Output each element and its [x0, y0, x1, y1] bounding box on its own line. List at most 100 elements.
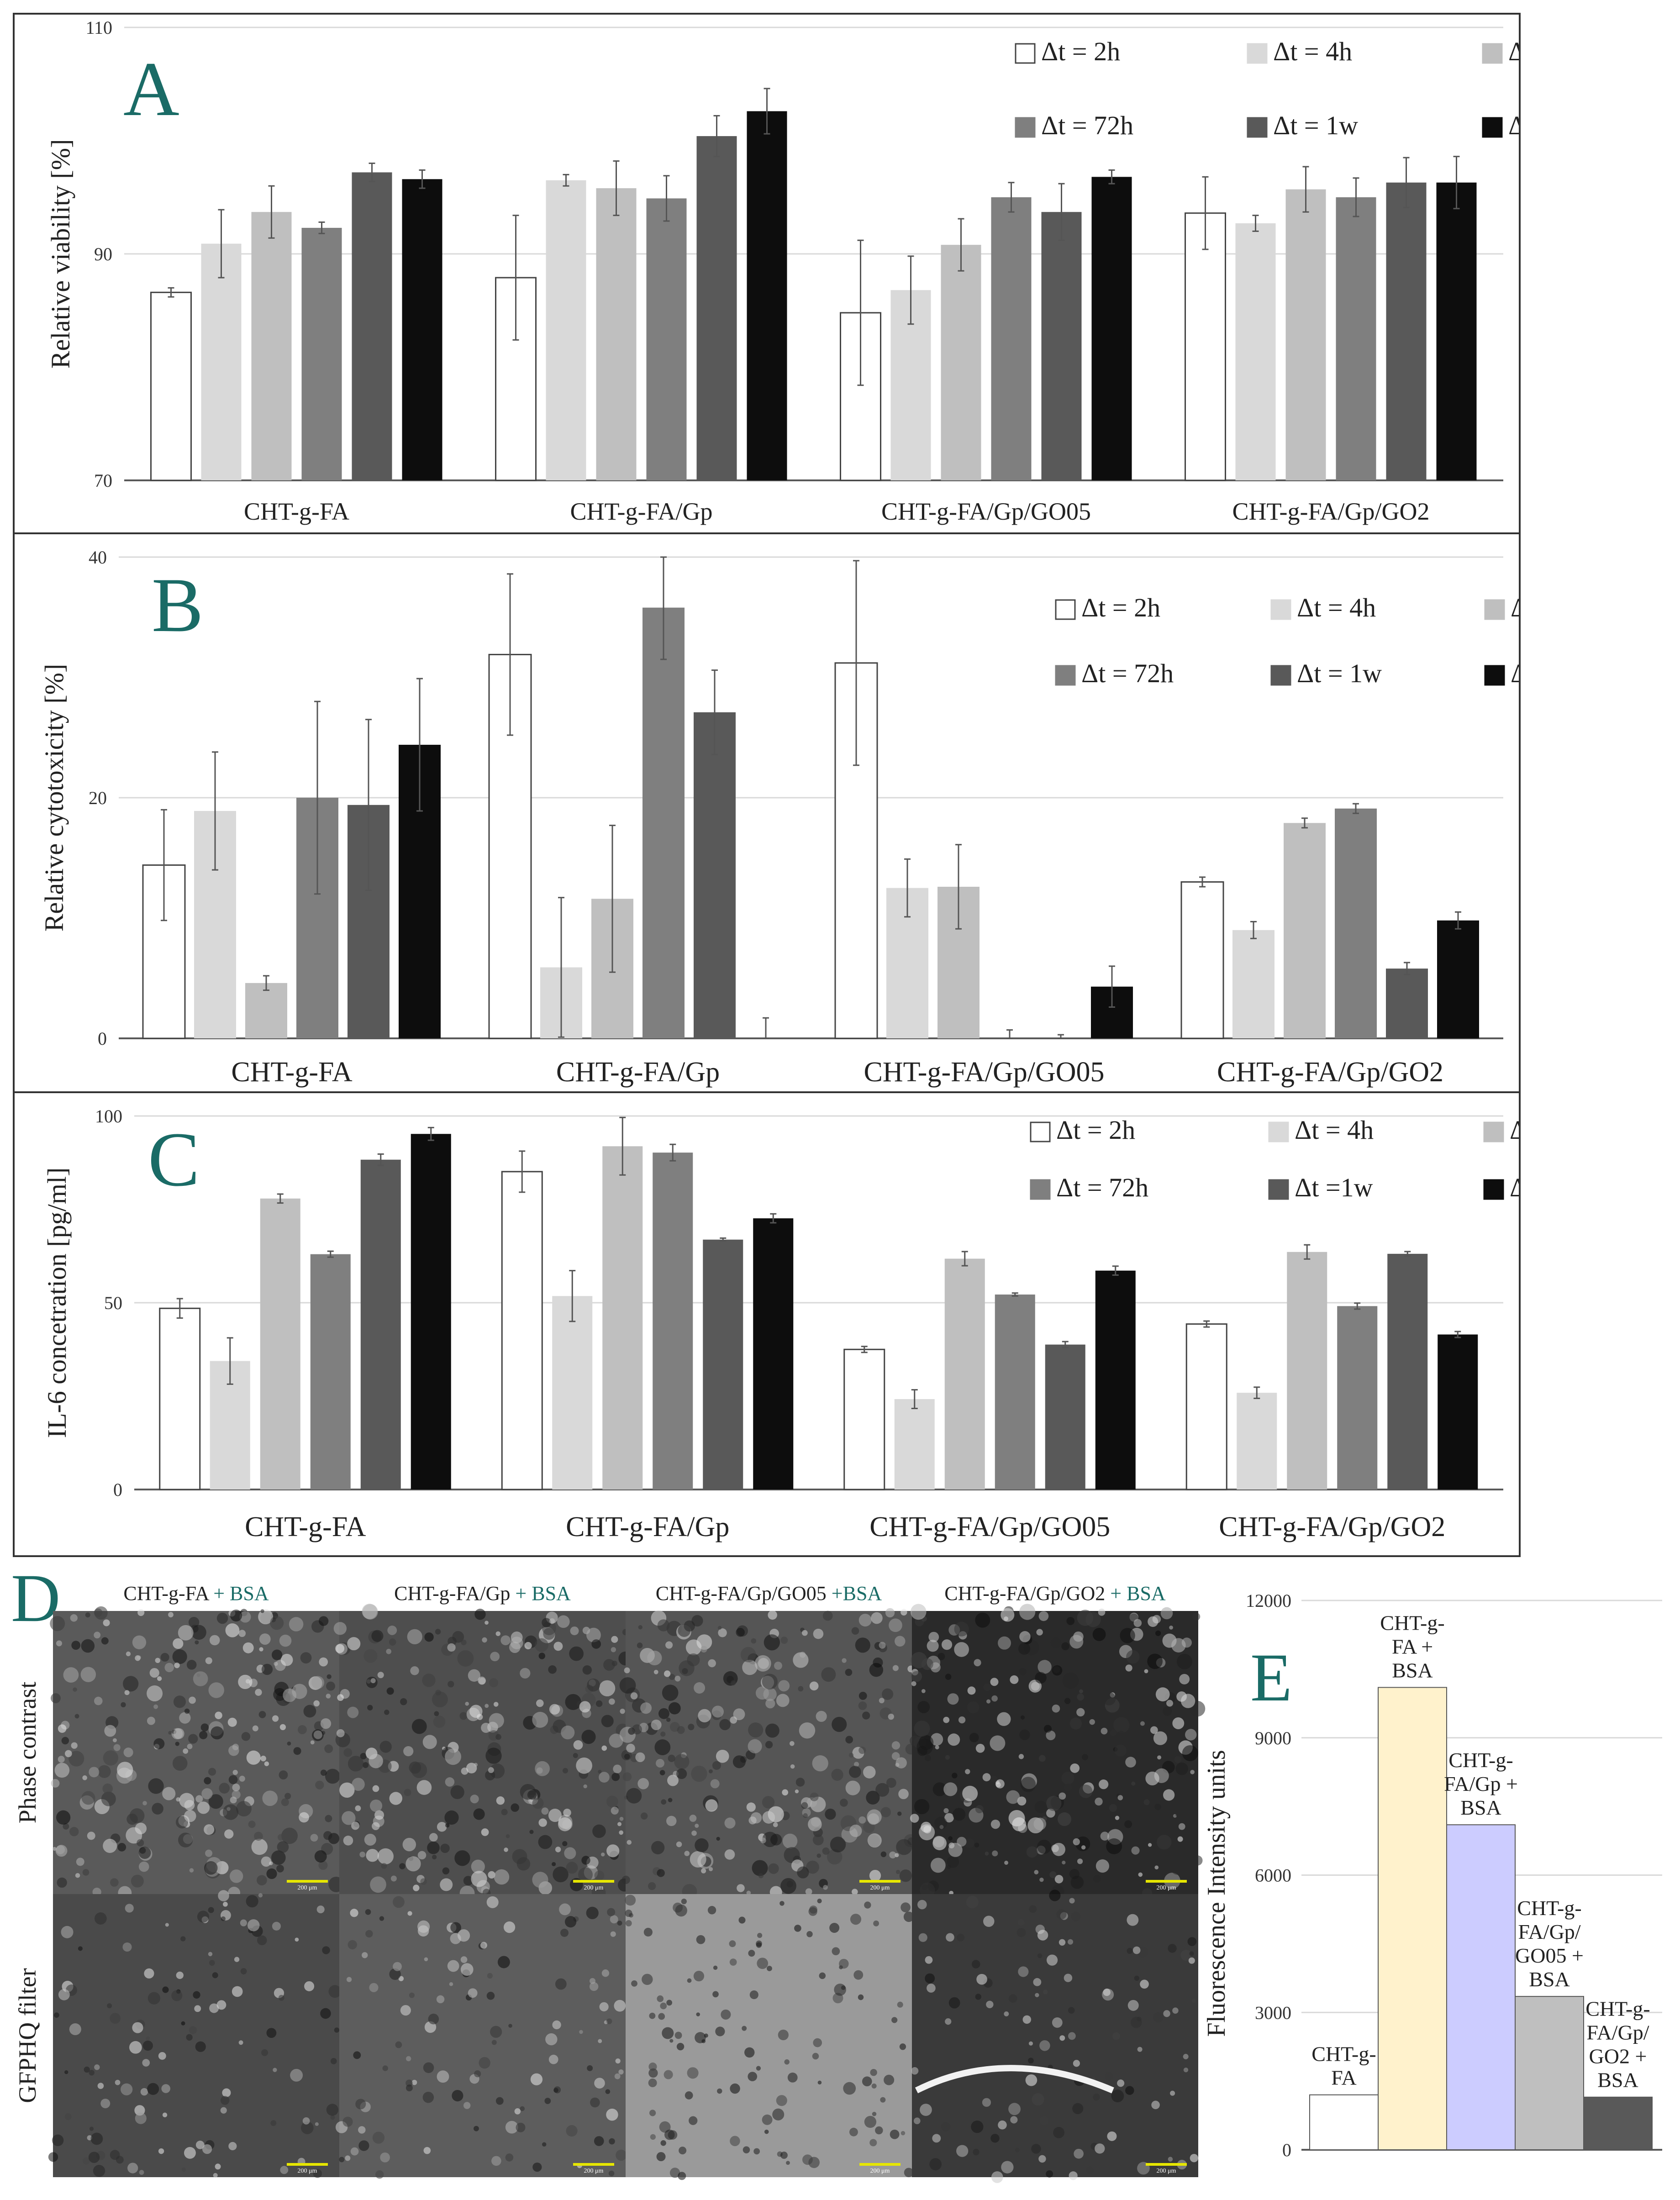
micrograph-texture [666, 1717, 671, 1722]
micrograph-texture [871, 2083, 877, 2089]
bar-label: CHT-g- [1448, 1748, 1513, 1772]
micrograph-texture [1059, 2035, 1065, 2041]
micrograph-texture [620, 1709, 625, 1714]
micrograph-texture [842, 1658, 847, 1663]
micrograph-texture [736, 1627, 745, 1637]
micrograph-texture [831, 1768, 843, 1781]
micrograph-texture [1022, 2015, 1032, 2024]
micrograph-texture [271, 1850, 286, 1865]
micrograph-texture [858, 1691, 867, 1700]
micrograph-texture [910, 1604, 927, 1620]
micrograph-texture [637, 1778, 649, 1789]
micrograph-texture [53, 1847, 57, 1851]
micrograph-texture [932, 1782, 947, 1796]
micrograph-texture [386, 1687, 394, 1695]
micrograph-texture [241, 1732, 251, 1741]
bar-1w [1045, 1344, 1085, 1489]
micrograph-texture [899, 1869, 912, 1882]
micrograph-texture [1130, 2016, 1142, 2028]
micrograph-texture [1001, 1608, 1015, 1622]
micrograph-texture [289, 1617, 304, 1632]
bar-72h [653, 1153, 693, 1489]
bar-label: CHT-g- [1585, 1997, 1650, 2021]
micrograph-texture [608, 1698, 615, 1705]
micrograph-texture [975, 1994, 981, 2000]
micrograph-texture [302, 2117, 310, 2125]
micrograph-texture [647, 1650, 662, 1666]
micrograph-texture [1010, 2116, 1018, 2124]
micrograph-texture [311, 1676, 325, 1689]
micrograph-texture [495, 1734, 501, 1740]
micrograph-texture [220, 2096, 230, 2105]
micrograph-texture [557, 1615, 570, 1628]
micrograph-texture [101, 1637, 109, 1645]
micrograph-texture [875, 2126, 883, 2135]
micrograph-texture [947, 1693, 959, 1705]
micrograph-texture [201, 1788, 213, 1800]
micrograph-texture [1037, 1839, 1052, 1854]
micrograph-texture [767, 1966, 772, 1971]
micrograph-texture [657, 1869, 665, 1877]
bar-label: FA/Gp + [1444, 1772, 1518, 1795]
micrograph-texture [413, 1884, 420, 1891]
bar-1w [1041, 212, 1082, 480]
micrograph-texture [180, 1936, 186, 1942]
micrograph-texture [110, 2013, 121, 2024]
micrograph-texture [374, 1810, 384, 1820]
micrograph-texture [386, 1648, 392, 1654]
micrograph-texture [326, 2104, 339, 2116]
micrograph-texture [1169, 1625, 1173, 1630]
micrograph-texture [485, 1621, 489, 1625]
micrograph-texture [1170, 1861, 1185, 1875]
micrograph-texture [480, 1942, 487, 1949]
micrograph-texture [762, 1811, 775, 1824]
micrograph-texture [668, 1798, 673, 1802]
micrograph-texture [273, 2068, 277, 2072]
micrograph-texture [123, 1676, 139, 1692]
micrograph-texture [242, 1642, 254, 1653]
micrograph-texture [140, 2088, 148, 2096]
micrograph-texture [990, 1678, 999, 1686]
micrograph-texture [1028, 2058, 1034, 2064]
micrograph-texture [864, 2116, 877, 2128]
micrograph-texture [648, 2079, 657, 2087]
micrograph-texture [1017, 1919, 1025, 1926]
micrograph-texture [58, 1724, 67, 1733]
micrograph-texture [614, 2000, 626, 2012]
micrograph-texture [626, 1743, 635, 1753]
micrograph-texture [696, 2012, 700, 2016]
micrograph-texture [474, 1763, 478, 1767]
micrograph-texture [89, 2070, 95, 2076]
micrograph-texture [147, 1716, 155, 1725]
micrograph-texture [730, 2083, 740, 2094]
micrograph-texture [986, 1699, 991, 1704]
micrograph-texture [339, 2157, 345, 2163]
micrograph-texture [635, 1752, 645, 1763]
micrograph-texture [1170, 2090, 1175, 2096]
micrograph-texture [806, 1860, 819, 1874]
micrograph-texture [674, 1675, 681, 1682]
micrograph-texture [880, 2097, 886, 2103]
micrograph-texture [359, 1851, 366, 1858]
micrograph-texture [1061, 1642, 1069, 1651]
bar-e [1583, 2096, 1653, 2151]
micrograph-texture [648, 1882, 656, 1890]
micrograph-texture [744, 2047, 755, 2058]
micrograph-texture [1151, 2100, 1160, 2110]
micrograph-texture [488, 1767, 494, 1773]
micrograph-texture [320, 1718, 332, 1729]
micrograph-texture [224, 1829, 234, 1839]
micrograph-texture [910, 1814, 919, 1823]
micrograph-texture [1018, 1754, 1024, 1759]
micrograph-texture [730, 2136, 740, 2147]
micrograph-texture [1038, 1755, 1046, 1762]
panel-letter: C [148, 1116, 200, 1202]
micrograph-texture [197, 1911, 209, 1923]
micrograph-grid: D CHT-g-FA + BSA CHT-g-FA/Gp + BSA CHT-g-FA… [11, 1560, 1206, 2183]
micrograph-texture [1046, 1730, 1056, 1741]
micrograph-texture [889, 1851, 896, 1858]
micrograph-texture [948, 1733, 960, 1746]
micrograph-texture [1069, 1898, 1075, 1904]
micrograph-texture [1127, 1947, 1133, 1954]
micrograph-texture [967, 1686, 976, 1695]
